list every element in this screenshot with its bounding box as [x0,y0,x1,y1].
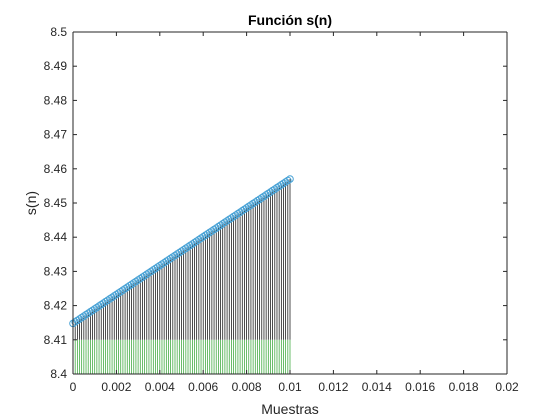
y-axis-label: s(n) [23,191,39,215]
x-ticks-layer: 0 0.002 0.004 0.006 0.008 0.01 0.012 0.014 0.016… [70,32,519,394]
y-tick-label: 8.44 [44,230,68,244]
x-tick-label: 0.008 [232,380,262,394]
y-tick-label: 8.4 [50,367,67,381]
y-tick-label: 8.49 [44,59,68,73]
y-tick-label: 8.45 [44,196,68,210]
y-tick-label: 8.42 [44,299,68,313]
y-tick-label: 8.47 [44,128,68,142]
stems-layer [72,179,291,374]
x-tick-label: 0.01 [278,380,302,394]
markers-layer [69,175,294,328]
x-axis-label: Muestras [261,401,319,417]
x-tick-label: 0.014 [362,380,392,394]
x-tick-label: 0.018 [449,380,479,394]
stem-marker [286,175,294,183]
x-tick-label: 0.016 [405,380,435,394]
x-tick-label: 0 [70,380,77,394]
y-tick-label: 8.43 [44,264,68,278]
y-tick-label: 8.5 [50,25,67,39]
y-tick-label: 8.41 [44,333,68,347]
y-tick-label: 8.46 [44,162,68,176]
x-tick-label: 0.006 [188,380,218,394]
y-tick-label: 8.48 [44,93,68,107]
x-tick-label: 0.012 [318,380,348,394]
chart-title: Función s(n) [248,12,332,28]
stem-marker [284,176,292,185]
y-ticks-layer: 8.4 8.41 8.42 8.43 8.44 8.45 8.46 8.47 8.48 8.49 8… [44,25,507,381]
x-tick-label: 0.02 [495,380,519,394]
x-tick-label: 0.004 [145,380,175,394]
x-tick-label: 0.002 [101,380,131,394]
